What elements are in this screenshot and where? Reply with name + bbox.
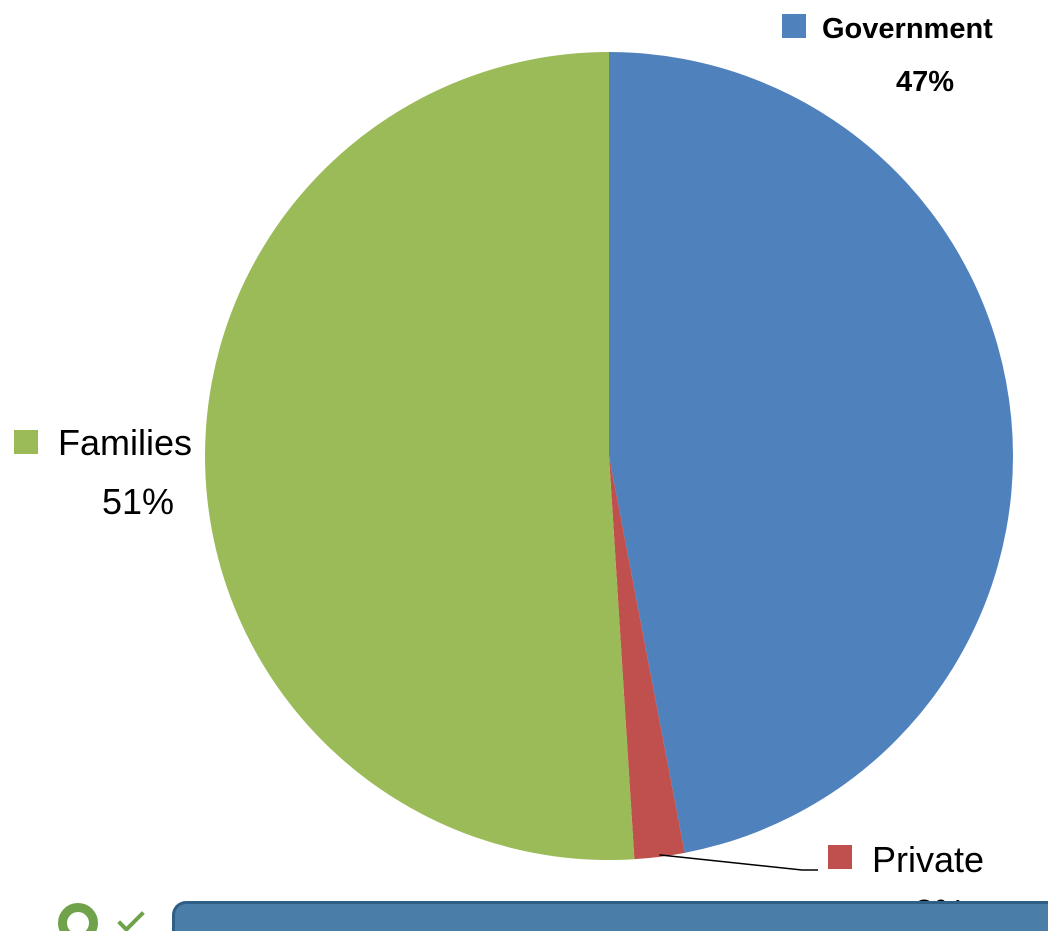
slice-label-private: Private bbox=[872, 839, 984, 880]
logo-ring-icon bbox=[58, 903, 98, 931]
slice-percent-families: 51% bbox=[102, 481, 174, 522]
pie-slices bbox=[204, 52, 1013, 861]
legend-swatch-families bbox=[14, 430, 38, 454]
legend-swatch-private bbox=[828, 845, 852, 869]
legend-swatch-government bbox=[782, 14, 806, 38]
pie-slice-private bbox=[609, 456, 685, 860]
slice-label-families: Families bbox=[58, 422, 192, 463]
pie-slice-government bbox=[609, 52, 1013, 853]
slice-label-government: Government bbox=[822, 13, 993, 45]
pie-slice-families bbox=[204, 52, 635, 861]
leader-line-private bbox=[659, 854, 818, 871]
slice-percent-government: 47% bbox=[896, 66, 954, 98]
leader-lines bbox=[659, 854, 818, 871]
footer-band bbox=[172, 901, 1048, 931]
